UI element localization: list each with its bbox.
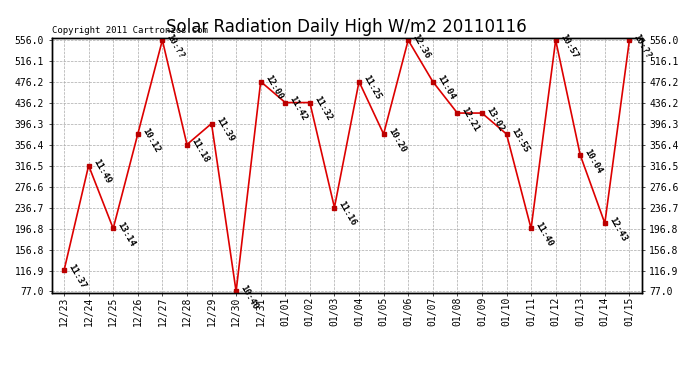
Text: 13:14: 13:14 <box>116 221 137 249</box>
Text: 11:37: 11:37 <box>66 263 88 291</box>
Text: 11:04: 11:04 <box>435 74 456 102</box>
Text: 11:40: 11:40 <box>533 221 555 249</box>
Text: 12:21: 12:21 <box>460 105 481 133</box>
Text: 10:12: 10:12 <box>140 126 161 154</box>
Text: 10:??: 10:?? <box>165 33 186 60</box>
Text: 12:43: 12:43 <box>607 216 629 243</box>
Text: 13:02: 13:02 <box>484 105 506 133</box>
Text: 10:20: 10:20 <box>386 126 407 154</box>
Text: 11:32: 11:32 <box>313 95 333 123</box>
Text: 11:25: 11:25 <box>362 74 383 102</box>
Text: 11:42: 11:42 <box>288 95 309 123</box>
Text: 11:39: 11:39 <box>214 116 235 144</box>
Text: 10:04: 10:04 <box>582 147 604 175</box>
Text: 10:40: 10:40 <box>239 284 259 312</box>
Text: 12:36: 12:36 <box>411 33 432 60</box>
Text: 13:55: 13:55 <box>509 126 530 154</box>
Text: Copyright 2011 Cartronics.com: Copyright 2011 Cartronics.com <box>52 26 208 35</box>
Text: 10:??: 10:?? <box>632 33 653 60</box>
Text: 11:18: 11:18 <box>189 137 210 165</box>
Text: 11:16: 11:16 <box>337 200 358 228</box>
Text: 10:57: 10:57 <box>558 33 580 60</box>
Text: 12:00: 12:00 <box>263 74 284 102</box>
Title: Solar Radiation Daily High W/m2 20110116: Solar Radiation Daily High W/m2 20110116 <box>166 18 527 36</box>
Text: 11:49: 11:49 <box>91 158 112 186</box>
